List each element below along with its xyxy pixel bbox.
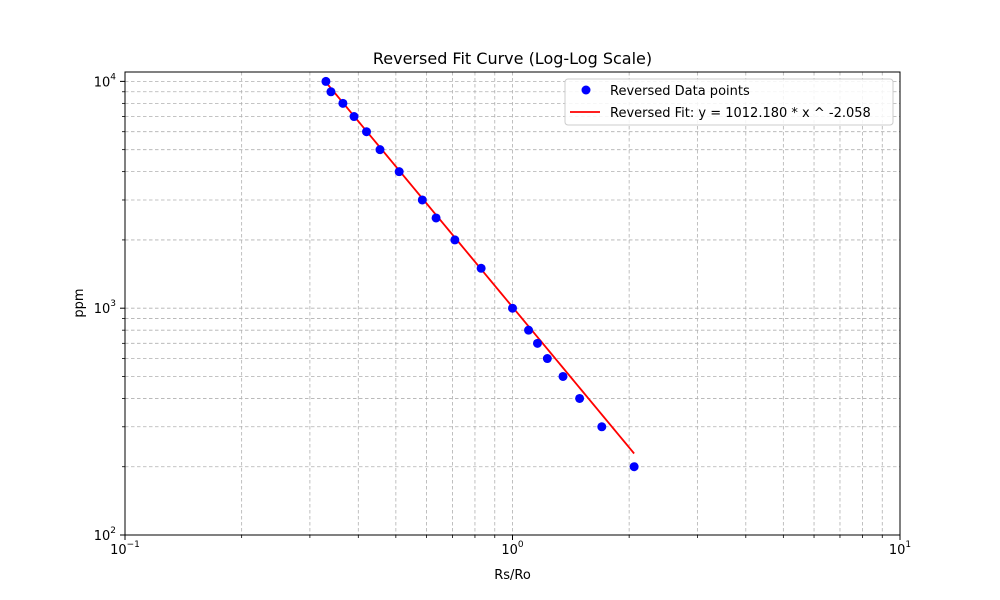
data-point [349, 112, 359, 122]
y-tick-label: 104 [94, 72, 117, 90]
y-tick-label: 102 [94, 526, 116, 544]
grid [125, 72, 900, 535]
x-tick-label: 10−1 [110, 540, 140, 558]
legend: Reversed Data points Reversed Fit: y = 1… [564, 78, 894, 126]
data-point [558, 371, 568, 381]
data-point [575, 393, 585, 403]
data-point [508, 303, 517, 313]
x-tick-label: 101 [889, 540, 911, 558]
data-point [321, 76, 331, 86]
data-point [450, 235, 460, 245]
chart-title: Reversed Fit Curve (Log-Log Scale) [373, 49, 652, 68]
legend-box [564, 78, 894, 126]
data-point [417, 195, 427, 205]
data-point [338, 98, 348, 108]
data-point [431, 213, 441, 223]
legend-label-fit: Reversed Fit: y = 1012.180 * x ^ -2.058 [610, 106, 871, 121]
ticks-group: 10−1 100 101 102 103 104 [94, 72, 911, 558]
x-axis-label: Rs/Ro [494, 568, 531, 583]
data-point [476, 263, 486, 273]
data-point [597, 422, 607, 432]
data-point [394, 167, 404, 177]
data-point [362, 127, 372, 137]
data-point [629, 462, 639, 472]
data-point [375, 145, 385, 155]
data-point [542, 354, 552, 364]
y-tick-label: 103 [94, 299, 116, 317]
legend-label-points: Reversed Data points [610, 84, 750, 99]
data-point [326, 87, 336, 97]
x-tick-label: 100 [501, 540, 524, 558]
y-axis-label: ppm [72, 288, 87, 317]
data-points-group [321, 76, 639, 472]
legend-marker-points [581, 85, 591, 95]
data-point [532, 338, 542, 348]
data-point [524, 325, 534, 335]
